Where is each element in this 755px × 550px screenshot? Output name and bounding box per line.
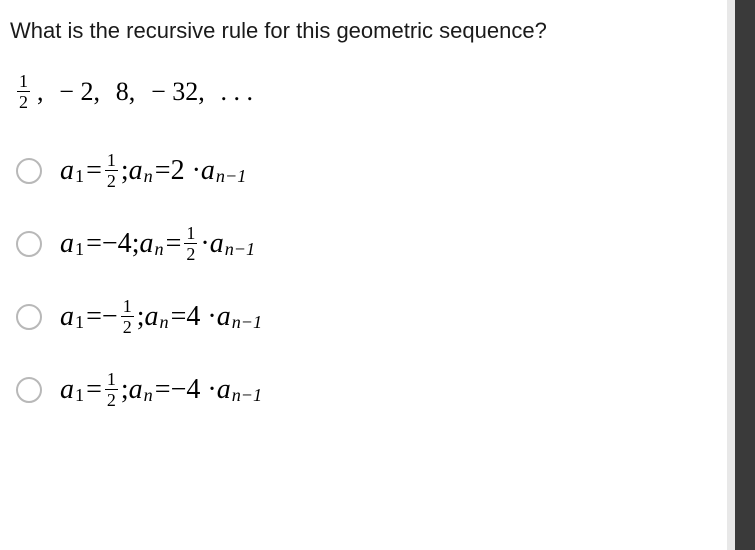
option-4[interactable]: a1 = 1 2 ; an = −4 · an−1 [16,370,725,409]
option-4-math: a1 = 1 2 ; an = −4 · an−1 [60,370,264,409]
option-2-math: a1 = −4 ; an = 1 2 · an−1 [60,224,257,263]
option-2[interactable]: a1 = −4 ; an = 1 2 · an−1 [16,224,725,263]
sequence-term-4: − 32, [151,77,205,107]
radio-1[interactable] [16,158,42,184]
question-text: What is the recursive rule for this geom… [10,18,725,44]
option-1-math: a1 = 1 2 ; an = 2 · an−1 [60,151,248,190]
sequence-term-3: 8, [116,77,136,107]
sidebar-dark [735,0,755,550]
radio-3[interactable] [16,304,42,330]
option-3-math: a1 = − 1 2 ; an = 4 · an−1 [60,297,264,336]
option-1[interactable]: a1 = 1 2 ; an = 2 · an−1 [16,151,725,190]
radio-4[interactable] [16,377,42,403]
sidebar-light [727,0,735,550]
radio-2[interactable] [16,231,42,257]
options-group: a1 = 1 2 ; an = 2 · an−1 a1 = −4 ; [16,151,725,409]
sequence-ellipsis: . . . [221,77,254,107]
sequence-frac: 1 2 [17,72,30,111]
content-area: What is the recursive rule for this geom… [0,0,735,550]
sequence-term-2: − 2, [59,77,100,107]
sequence-display: 1 2 , − 2, 8, − 32, . . . [14,72,725,111]
option-3[interactable]: a1 = − 1 2 ; an = 4 · an−1 [16,297,725,336]
